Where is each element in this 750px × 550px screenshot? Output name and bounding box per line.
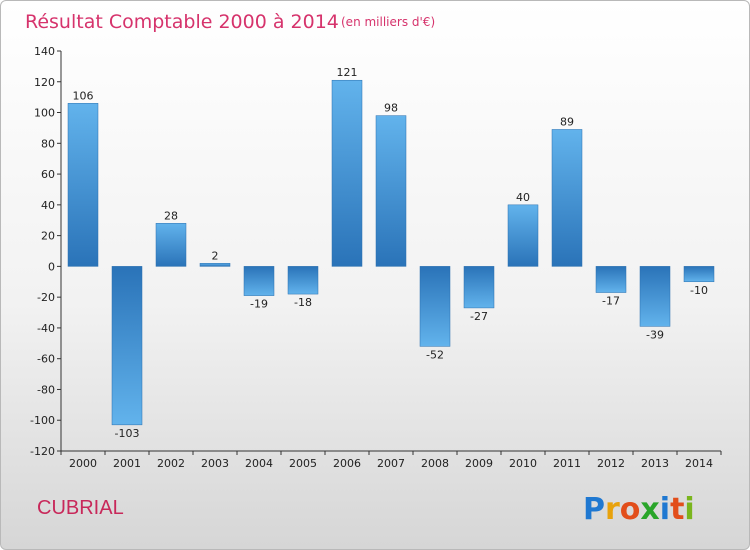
bar-value-label: -10 bbox=[690, 284, 708, 297]
bar-value-label: 89 bbox=[560, 115, 574, 128]
y-tick-label: -120 bbox=[30, 445, 55, 458]
bar-2001 bbox=[111, 266, 143, 426]
y-tick-label: 100 bbox=[34, 107, 55, 120]
y-tick-label: -20 bbox=[37, 291, 55, 304]
y-tick-label: -100 bbox=[30, 414, 55, 427]
bar-value-label: -27 bbox=[470, 310, 488, 323]
x-tick-label: 2008 bbox=[421, 457, 449, 470]
bar-value-label: -103 bbox=[115, 427, 140, 440]
logo-letter: i bbox=[660, 492, 670, 527]
y-tick-label: 120 bbox=[34, 76, 55, 89]
bar-2013 bbox=[639, 266, 671, 327]
bar-value-label: -17 bbox=[602, 295, 620, 308]
x-tick-label: 2002 bbox=[157, 457, 185, 470]
bar-2000 bbox=[67, 103, 99, 267]
bar-value-label: 2 bbox=[212, 249, 219, 262]
y-tick-label: 140 bbox=[34, 45, 55, 58]
y-tick-label: 80 bbox=[41, 137, 55, 150]
x-tick-label: 2000 bbox=[69, 457, 97, 470]
x-tick-label: 2007 bbox=[377, 457, 405, 470]
bar-2011 bbox=[551, 129, 583, 267]
y-tick-label: 20 bbox=[41, 230, 55, 243]
y-tick-label: 0 bbox=[48, 260, 55, 273]
bar-value-label: 98 bbox=[384, 102, 398, 115]
logo-letter: o bbox=[620, 492, 641, 527]
bar-2005 bbox=[287, 266, 319, 295]
bar-value-label: -19 bbox=[250, 298, 268, 311]
bar-value-label: -52 bbox=[426, 348, 444, 361]
bar-value-label: 106 bbox=[73, 89, 94, 102]
x-tick-label: 2010 bbox=[509, 457, 537, 470]
logo-letter: P bbox=[583, 492, 605, 527]
bar-2010 bbox=[507, 204, 539, 267]
bar-value-label: 40 bbox=[516, 191, 530, 204]
y-tick-label: 40 bbox=[41, 199, 55, 212]
x-axis: 2000 2001 2002 2003 2004 2005 2006 2007 2008 2009… bbox=[60, 450, 722, 470]
x-tick-label: 2001 bbox=[113, 457, 141, 470]
x-tick-label: 2004 bbox=[245, 457, 273, 470]
y-axis: 140 120 100 80 60 40 20 0 -20 -40 -60 -80 -100 -120 bbox=[30, 45, 62, 458]
bar-value-label: 28 bbox=[164, 209, 178, 222]
bar-value-label: -18 bbox=[294, 296, 312, 309]
x-tick-label: 2003 bbox=[201, 457, 229, 470]
bar-2008 bbox=[419, 266, 451, 347]
x-tick-label: 2013 bbox=[641, 457, 669, 470]
x-tick-label: 2014 bbox=[685, 457, 713, 470]
x-tick-label: 2006 bbox=[333, 457, 361, 470]
logo-letter: x bbox=[640, 492, 659, 527]
bar-2014 bbox=[683, 266, 715, 283]
logo-letter: i bbox=[684, 492, 694, 527]
x-tick-label: 2011 bbox=[553, 457, 581, 470]
commune-name: CUBRIAL bbox=[37, 497, 124, 519]
bar-2003 bbox=[199, 263, 231, 267]
proxiti-logo: Proxiti bbox=[583, 492, 695, 527]
bar-2004 bbox=[243, 266, 275, 296]
logo-letter: r bbox=[605, 492, 620, 527]
chart-title: Résultat Comptable 2000 à 2014 bbox=[25, 11, 339, 33]
bar-2009 bbox=[463, 266, 495, 309]
bar-2012 bbox=[595, 266, 627, 293]
svg-text:Proxiti: Proxiti bbox=[583, 492, 695, 527]
logo-letter: t bbox=[670, 492, 684, 527]
x-tick-label: 2012 bbox=[597, 457, 625, 470]
x-tick-label: 2009 bbox=[465, 457, 493, 470]
bar-2007 bbox=[375, 115, 407, 267]
bars: 106 -103 28 2 -19 -18 121 98 -52 -27 40 89 -17 -39 -10 bbox=[67, 66, 715, 440]
x-tick-label: 2005 bbox=[289, 457, 317, 470]
bar-2002 bbox=[155, 223, 187, 267]
chart-subtitle: (en milliers d'€) bbox=[341, 15, 435, 29]
y-tick-label: -80 bbox=[37, 383, 55, 396]
bar-value-label: -39 bbox=[646, 328, 664, 341]
y-tick-label: -40 bbox=[37, 322, 55, 335]
y-tick-label: -60 bbox=[37, 353, 55, 366]
y-tick-label: 60 bbox=[41, 168, 55, 181]
bar-2006 bbox=[331, 79, 363, 267]
bar-value-label: 121 bbox=[337, 66, 358, 79]
